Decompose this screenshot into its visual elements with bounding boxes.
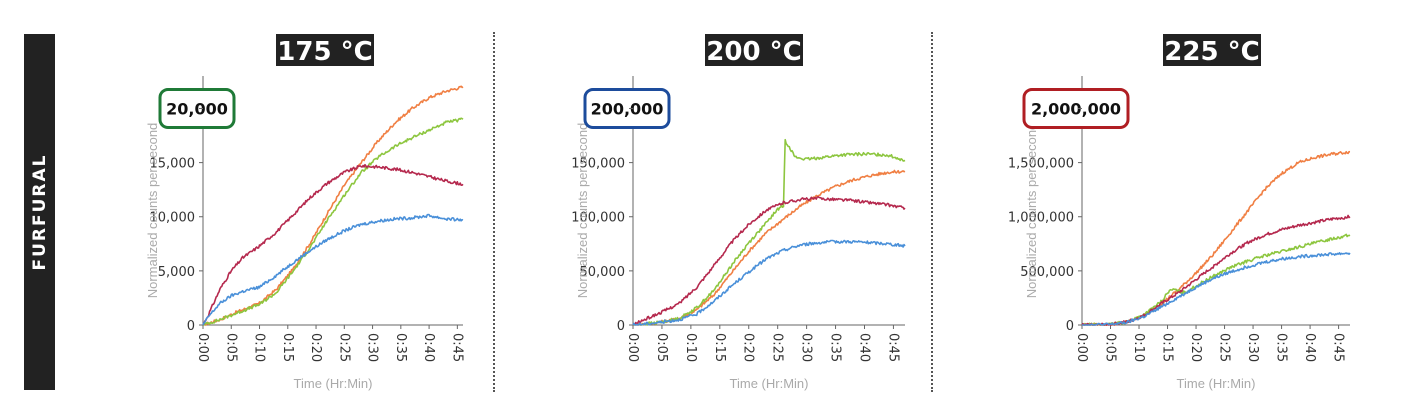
chart-panel-225: 225 °C 0 500,000 1,000,000 1,500,000 0:00 0:05… [940,0,1360,400]
series-line-red [1081,214,1351,326]
chart-title-box [705,34,803,66]
axis-max-badge-text: 20,000 [166,99,228,118]
x-tick-label: 0:25 [336,333,351,362]
chart-title-box [1163,34,1261,66]
x-tick-label: 0:05 [654,333,669,362]
series-line-green [1081,233,1351,326]
series-line-green [633,138,906,326]
series-line-blue [1082,252,1351,326]
x-tick-label: 0:25 [1217,333,1232,362]
x-axis-label: Time (Hr:Min) [294,376,373,391]
y-tick-label: 0 [1066,319,1074,334]
y-tick-label: 150,000 [571,157,625,172]
chart-title: 175 °C [277,37,372,67]
series-line-red [632,196,906,326]
x-tick-label: 0:45 [1331,333,1346,362]
x-tick-label: 0:40 [1302,333,1317,362]
y-tick-label: 100,000 [571,211,625,226]
series-line-red [202,163,464,326]
y-tick-label: 1,500,000 [1008,157,1074,172]
x-tick-label: 0:35 [1274,333,1289,362]
chart-title: 200 °C [706,37,801,67]
y-tick-label: 50,000 [580,265,626,280]
y-tick-label: 10,000 [150,211,196,226]
series-line-orange [1082,150,1351,326]
x-tick-label: 0:30 [365,333,380,362]
x-tick-label: 0:25 [770,333,785,362]
series-line-orange [633,169,906,326]
chart-title: 225 °C [1164,37,1259,67]
x-tick-label: 0:10 [683,333,698,362]
x-tick-label: 0:15 [1160,333,1175,362]
y-tick-label: 5,000 [158,265,195,280]
y-axis-label: Normalized counts per second [575,123,590,299]
x-tick-label: 0:40 [421,333,436,362]
chart-225: 225 °C 0 500,000 1,000,000 1,500,000 0:00 0:05… [1008,34,1351,391]
chart-title-box [276,34,374,66]
y-tick-label: 1,000,000 [1008,211,1074,226]
x-tick-label: 0:05 [1103,333,1118,362]
chart-200: 200 °C 0 50,000 100,000 150,000 0:00 0:05 0:10 0… [571,34,906,391]
x-tick-label: 0:20 [308,333,323,362]
axis-max-badge [1022,87,1130,129]
x-tick-label: 0:00 [625,333,640,362]
x-tick-label: 0:10 [252,333,267,362]
y-tick-label: 0 [617,319,625,334]
x-tick-label: 0:00 [1074,333,1089,362]
x-tick-label: 0:05 [223,333,238,362]
x-tick-label: 0:40 [856,333,871,362]
axis-max-badge-text: 2,000,000 [1031,99,1121,118]
x-tick-label: 0:30 [799,333,814,362]
x-tick-label: 0:15 [280,333,295,362]
series-line-blue [202,213,464,326]
side-label: FURFURAL [24,34,55,390]
x-tick-label: 0:20 [741,333,756,362]
x-tick-label: 0:15 [712,333,727,362]
chart-panel-200: 200 °C 0 50,000 100,000 150,000 0:00 0:05 0:10 0… [500,0,920,400]
panel-divider [931,32,933,392]
y-axis-label: Normalized counts per second [1024,123,1039,299]
x-axis-label: Time (Hr:Min) [1177,376,1256,391]
y-tick-label: 0 [187,319,195,334]
series-line-blue [632,239,906,326]
x-tick-label: 0:45 [885,333,900,362]
x-tick-label: 0:35 [828,333,843,362]
series-line-green [203,117,464,326]
axis-max-badge [583,87,671,129]
x-tick-label: 0:35 [393,333,408,362]
x-tick-label: 0:30 [1245,333,1260,362]
axis-max-badge-text: 200,000 [591,99,664,118]
y-tick-label: 15,000 [150,157,196,172]
axis-max-badge [158,87,236,129]
side-label-text: FURFURAL [29,153,50,271]
y-tick-label: 500,000 [1020,265,1074,280]
y-axis-label: Normalized counts per second [145,123,160,299]
x-tick-label: 0:00 [195,333,210,362]
series-line-orange [202,85,464,326]
x-tick-label: 0:45 [449,333,464,362]
chart-175: 175 °C 0 5,000 10,000 15,000 0:00 0:05 0:10 0:15… [145,34,464,391]
chart-panel-175: 175 °C 0 5,000 10,000 15,000 0:00 0:05 0:10 0:15… [60,0,480,400]
x-tick-label: 0:10 [1131,333,1146,362]
x-tick-label: 0:20 [1188,333,1203,362]
x-axis-label: Time (Hr:Min) [730,376,809,391]
panel-divider [493,32,495,392]
